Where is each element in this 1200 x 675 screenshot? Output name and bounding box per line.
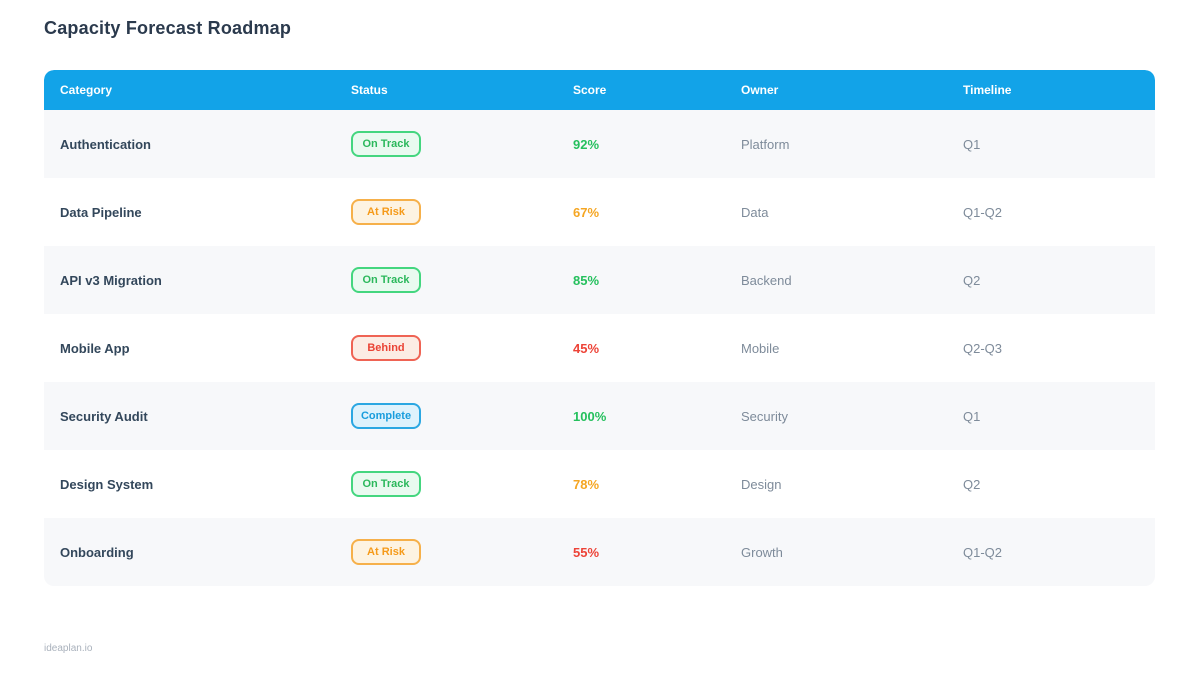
table-row: Authentication On Track 92% Platform Q1 (44, 110, 1155, 178)
status-cell: Complete (335, 403, 557, 429)
score-cell: 100% (573, 408, 607, 424)
owner-cell: Security (741, 408, 788, 424)
status-cell: At Risk (335, 199, 557, 225)
status-badge: On Track (351, 267, 421, 293)
owner-cell: Design (741, 476, 782, 492)
status-badge: Behind (351, 335, 421, 361)
category-cell: Design System (60, 476, 154, 492)
category-cell: Authentication (60, 136, 151, 152)
status-cell: On Track (335, 267, 557, 293)
roadmap-table: Category Status Score Owner Timeline Aut… (44, 70, 1155, 586)
status-cell: At Risk (335, 539, 557, 565)
table-row: Security Audit Complete 100% Security Q1 (44, 382, 1155, 450)
timeline-cell: Q1-Q2 (963, 204, 1003, 220)
category-cell: Security Audit (60, 408, 148, 424)
table-row: Data Pipeline At Risk 67% Data Q1-Q2 (44, 178, 1155, 246)
category-cell: Data Pipeline (60, 204, 142, 220)
status-badge: On Track (351, 131, 421, 157)
status-badge: At Risk (351, 199, 421, 225)
timeline-cell: Q1-Q2 (963, 544, 1003, 560)
status-badge: At Risk (351, 539, 421, 565)
owner-cell: Data (741, 204, 769, 220)
score-cell: 45% (573, 340, 600, 356)
timeline-cell: Q2 (963, 476, 981, 492)
table-header-row: Category Status Score Owner Timeline (44, 70, 1155, 110)
header-owner: Owner (741, 83, 779, 97)
status-cell: On Track (335, 471, 557, 497)
score-cell: 85% (573, 272, 600, 288)
table-row: Design System On Track 78% Design Q2 (44, 450, 1155, 518)
owner-cell: Growth (741, 544, 783, 560)
table-row: Mobile App Behind 45% Mobile Q2-Q3 (44, 314, 1155, 382)
score-cell: 55% (573, 544, 600, 560)
header-timeline: Timeline (963, 83, 1012, 97)
status-cell: On Track (335, 131, 557, 157)
header-status: Status (351, 83, 388, 97)
page-title: Capacity Forecast Roadmap (44, 18, 292, 38)
score-cell: 92% (573, 136, 600, 152)
timeline-cell: Q2-Q3 (963, 340, 1003, 356)
timeline-cell: Q2 (963, 272, 981, 288)
owner-cell: Mobile (741, 340, 780, 356)
header-category: Category (60, 83, 113, 97)
timeline-cell: Q1 (963, 136, 981, 152)
table-row: API v3 Migration On Track 85% Backend Q2 (44, 246, 1155, 314)
category-cell: Mobile App (60, 340, 130, 356)
table-body: Authentication On Track 92% Platform Q1 … (44, 110, 1155, 586)
timeline-cell: Q1 (963, 408, 981, 424)
header-score: Score (573, 83, 607, 97)
category-cell: API v3 Migration (60, 272, 162, 288)
owner-cell: Backend (741, 272, 792, 288)
score-cell: 67% (573, 204, 600, 220)
status-cell: Behind (335, 335, 557, 361)
category-cell: Onboarding (60, 544, 134, 560)
status-badge: On Track (351, 471, 421, 497)
score-cell: 78% (573, 476, 600, 492)
status-badge: Complete (351, 403, 421, 429)
footer-branding: ideaplan.io (44, 643, 93, 654)
owner-cell: Platform (741, 136, 790, 152)
table-row: Onboarding At Risk 55% Growth Q1-Q2 (44, 518, 1155, 586)
